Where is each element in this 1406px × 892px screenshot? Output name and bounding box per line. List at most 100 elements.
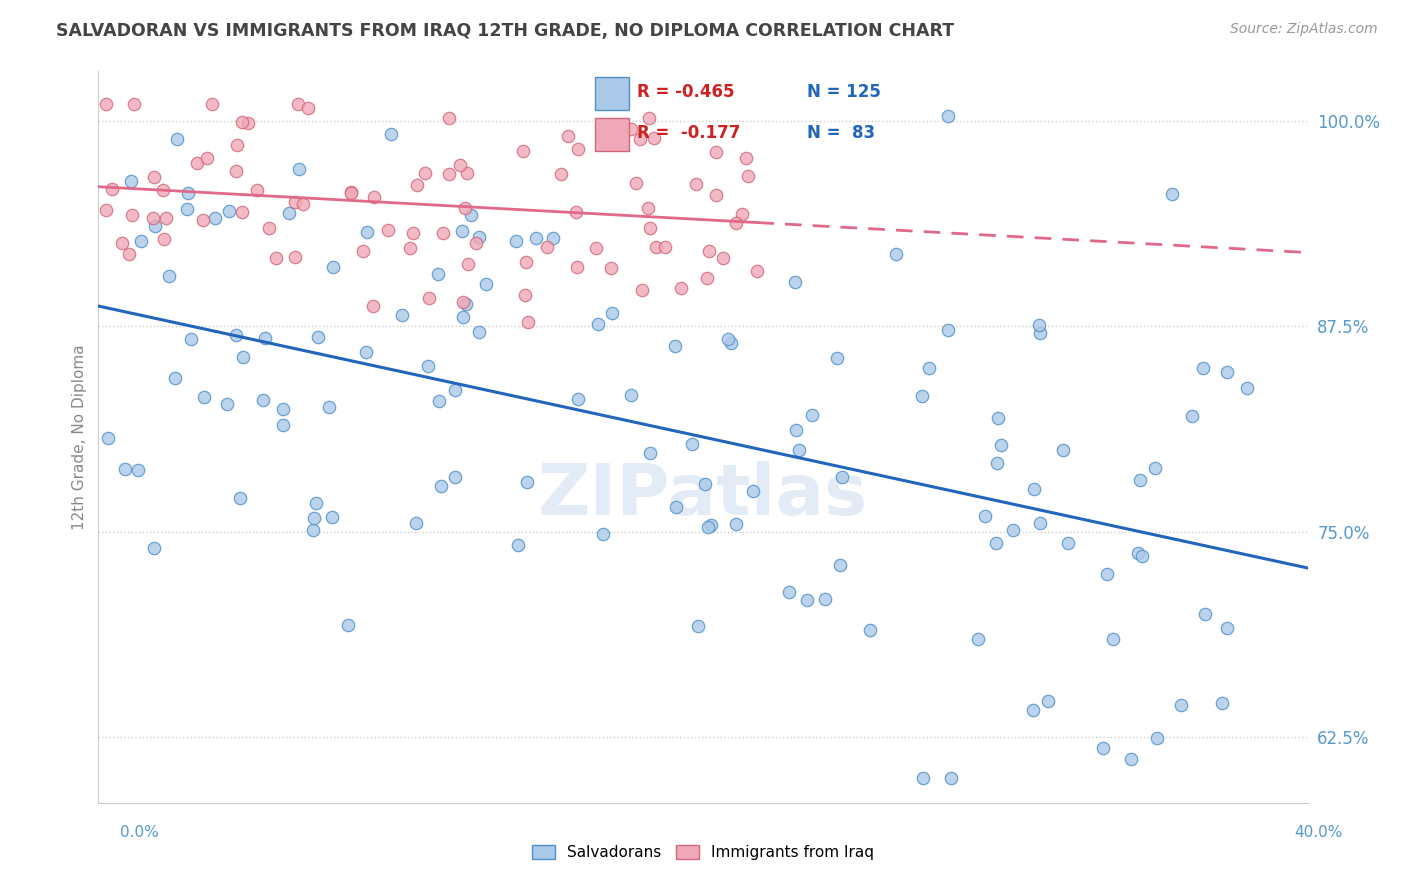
Point [454, 201, 477, 215]
Point [131, 234, 153, 248]
Point [515, 255, 537, 269]
Text: R = -0.465: R = -0.465 [637, 83, 734, 101]
Text: 40.0%: 40.0% [1295, 825, 1343, 840]
Point [567, 392, 589, 406]
Point [1146, 731, 1168, 746]
Point [884, 247, 907, 261]
Point [602, 306, 624, 320]
Legend: Salvadorans, Immigrants from Iraq: Salvadorans, Immigrants from Iraq [526, 839, 880, 866]
Point [585, 241, 607, 255]
Point [444, 470, 467, 484]
Point [377, 223, 399, 237]
Point [204, 211, 226, 225]
Point [166, 132, 188, 146]
Point [990, 438, 1012, 452]
Point [429, 478, 451, 492]
Point [165, 371, 187, 385]
Point [94, 97, 117, 112]
Point [512, 144, 534, 158]
Text: ZIPatlas: ZIPatlas [538, 461, 868, 530]
Point [253, 331, 276, 345]
Point [911, 389, 934, 403]
Point [287, 97, 309, 112]
Point [127, 463, 149, 477]
Point [305, 496, 328, 510]
Point [218, 204, 240, 219]
Point [456, 166, 478, 180]
Point [825, 351, 848, 365]
Point [541, 230, 564, 244]
Text: Source: ZipAtlas.com: Source: ZipAtlas.com [1230, 22, 1378, 37]
Y-axis label: 12th Grade, No Diploma: 12th Grade, No Diploma [72, 344, 87, 530]
Point [830, 558, 852, 572]
Point [1056, 536, 1078, 550]
Point [1236, 381, 1258, 395]
Point [363, 190, 385, 204]
Point [304, 511, 326, 525]
Point [429, 394, 451, 409]
Point [524, 231, 547, 245]
Point [1028, 318, 1050, 333]
Point [232, 350, 254, 364]
Point [449, 158, 471, 172]
Point [699, 517, 721, 532]
Point [361, 299, 384, 313]
Point [565, 260, 588, 274]
Point [1029, 516, 1052, 531]
Point [644, 240, 666, 254]
Point [654, 239, 676, 253]
Point [231, 205, 253, 219]
Point [405, 516, 427, 530]
Point [564, 205, 586, 219]
Point [121, 208, 143, 222]
Point [399, 241, 422, 255]
Point [831, 470, 853, 484]
Point [143, 219, 166, 234]
Point [307, 330, 329, 344]
Point [1181, 409, 1204, 424]
Point [352, 244, 374, 258]
Point [301, 523, 323, 537]
Point [1036, 694, 1059, 708]
Point [468, 325, 491, 339]
Point [1143, 461, 1166, 475]
Point [986, 456, 1008, 470]
Point [620, 122, 643, 136]
FancyBboxPatch shape [595, 118, 630, 151]
Point [1211, 696, 1233, 710]
Point [122, 97, 145, 112]
Point [246, 183, 269, 197]
Point [637, 112, 659, 126]
Point [456, 297, 478, 311]
Point [638, 221, 661, 235]
Point [464, 236, 486, 251]
Point [416, 359, 439, 373]
Point [986, 536, 1008, 550]
Point [236, 116, 259, 130]
Point [252, 393, 274, 408]
Point [550, 167, 572, 181]
Point [630, 283, 652, 297]
Point [457, 257, 479, 271]
Point [340, 186, 363, 200]
Point [912, 771, 935, 785]
Point [264, 251, 287, 265]
Point [516, 475, 538, 490]
Point [94, 203, 117, 218]
Point [967, 632, 990, 646]
Point [720, 336, 742, 351]
Point [506, 538, 529, 552]
Point [155, 211, 177, 225]
Point [291, 197, 314, 211]
Point [226, 137, 249, 152]
Point [432, 227, 454, 241]
Point [152, 183, 174, 197]
Point [696, 271, 718, 285]
Point [460, 208, 482, 222]
Point [517, 315, 540, 329]
Point [193, 390, 215, 404]
Point [111, 236, 134, 251]
Point [284, 250, 307, 264]
Point [1130, 549, 1153, 563]
Point [939, 771, 962, 785]
